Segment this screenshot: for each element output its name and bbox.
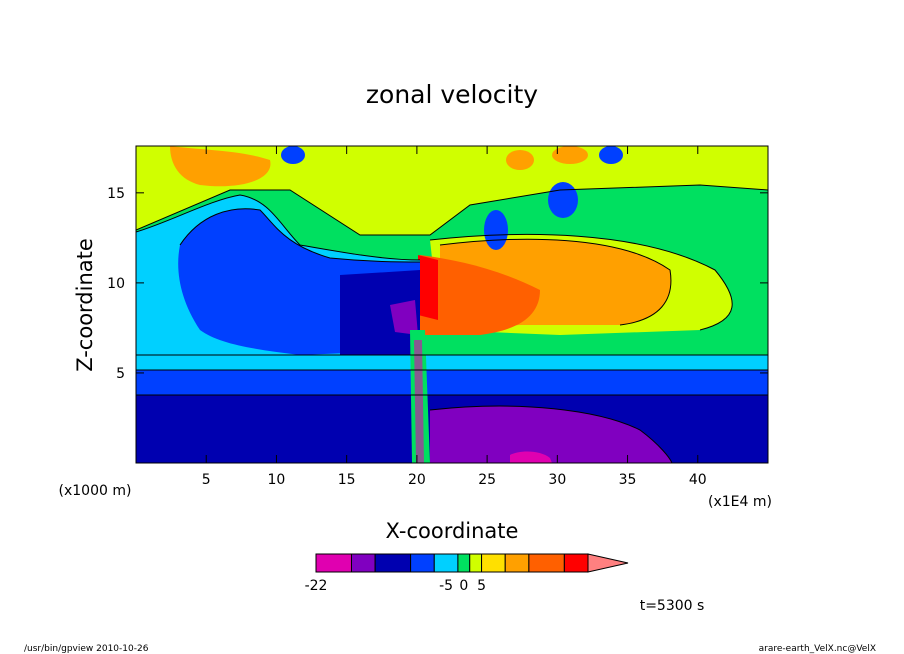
- colorbar-swatch: [504, 553, 530, 573]
- y-tick-label: 15: [107, 186, 125, 202]
- blob-orange-2: [506, 150, 534, 170]
- blob-blue-1: [548, 182, 578, 218]
- x-tick-label: 35: [619, 472, 637, 488]
- blob-orange-1: [552, 146, 588, 164]
- colorbar-swatch: [374, 553, 412, 573]
- region-purple-core: [390, 300, 418, 335]
- region-dark-orange: [420, 255, 540, 335]
- blob-blue-3: [281, 146, 305, 164]
- colorbar-swatch: [410, 553, 435, 573]
- region-dark-blue-core: [340, 270, 420, 365]
- chart-title: zonal velocity: [366, 80, 538, 109]
- x-axis: 5 10 15 20 25 30 35 40: [202, 146, 707, 488]
- colorbar-swatch: [563, 553, 589, 573]
- region-bottom-magenta: [510, 451, 552, 463]
- colorbar-swatch: [481, 553, 506, 573]
- y-tick-label: 5: [116, 366, 125, 382]
- colorbar-swatch: [315, 553, 352, 573]
- x-tick-label: 5: [202, 472, 211, 488]
- region-red: [418, 255, 438, 320]
- colorbar-label: -5: [439, 578, 453, 594]
- colorbar-arrow: [587, 553, 629, 573]
- footer-right: arare-earth_VelX.nc@VelX: [759, 644, 876, 654]
- x-tick-label: 15: [338, 472, 356, 488]
- y-axis: 5 10 15: [107, 186, 768, 382]
- footer-left: /usr/bin/gpview 2010-10-26: [24, 644, 149, 654]
- colorbar-swatch: [433, 553, 459, 573]
- x-tick-label: 25: [478, 472, 496, 488]
- region-vertical-magenta: [414, 340, 424, 463]
- colorbar-label: 5: [477, 578, 486, 594]
- colorbar-swatch: [469, 553, 483, 573]
- time-label: t=5300 s: [640, 598, 705, 614]
- contour-field: [136, 146, 768, 463]
- contour-lines: [136, 184, 768, 463]
- x-unit-right: (x1E4 m): [708, 494, 772, 510]
- colorbar-label: 0: [459, 578, 468, 594]
- x-tick-label: 30: [548, 472, 566, 488]
- colorbar-swatch: [528, 553, 565, 573]
- x-tick-label: 10: [268, 472, 286, 488]
- colorbar: -22 -5 0 5: [305, 553, 629, 594]
- colorbar-label: -22: [305, 578, 328, 594]
- x-tick-label: 40: [689, 472, 707, 488]
- x-axis-label: X-coordinate: [386, 519, 519, 543]
- colorbar-swatch: [457, 553, 471, 573]
- region-bottom-purple: [430, 406, 672, 463]
- band-cyan: [136, 355, 768, 370]
- blob-blue-2: [484, 210, 508, 250]
- y-tick-label: 10: [107, 276, 125, 292]
- y-axis-label: Z-coordinate: [73, 238, 97, 372]
- blob-blue-4: [599, 146, 623, 164]
- band-blue: [136, 370, 768, 395]
- colorbar-swatch: [350, 553, 376, 573]
- plot-frame: [135, 145, 769, 464]
- region-upper-yellow: [136, 146, 768, 235]
- x-unit-left: (x1000 m): [59, 483, 132, 499]
- region-top-orange: [170, 146, 271, 187]
- x-tick-label: 20: [408, 472, 426, 488]
